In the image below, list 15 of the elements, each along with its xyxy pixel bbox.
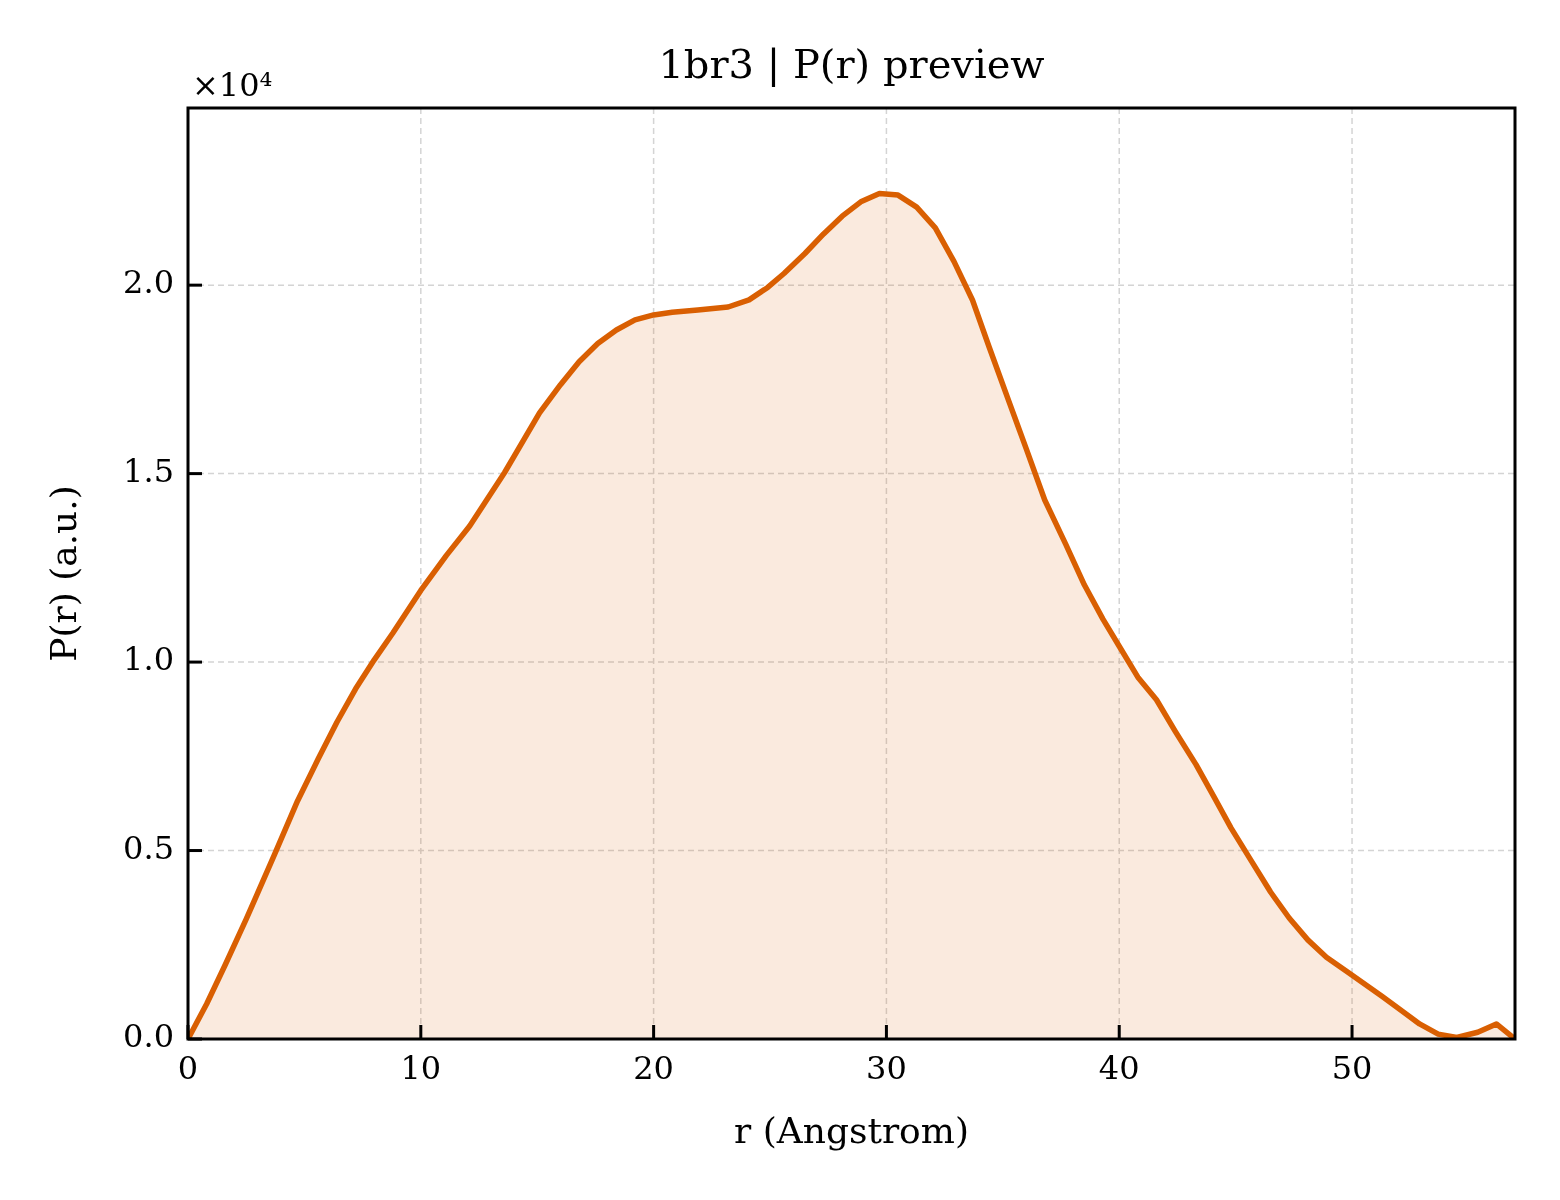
x-tick-label: 30 [866,1048,907,1087]
y-tick-label: 2.0 [123,263,174,302]
x-tick-label: 40 [1098,1048,1140,1087]
x-tick-label: 50 [1331,1048,1373,1087]
x-tick-label: 20 [633,1048,674,1087]
x-tick-label: 0 [177,1048,199,1087]
text: ×10⁴ [192,66,273,104]
y-tick-label: 1.0 [123,640,174,679]
x-axis-title: r (Angstrom) [734,1109,969,1151]
y-tick-label: 0.0 [123,1017,174,1056]
chart-title: 1br3 | P(r) preview [658,41,1045,88]
x-tick-label: 10 [400,1048,442,1087]
y-tick-label: 0.5 [123,828,174,867]
y-axis-title: P(r) (a.u.) [42,485,84,662]
y-tick-label: 1.5 [123,451,174,490]
